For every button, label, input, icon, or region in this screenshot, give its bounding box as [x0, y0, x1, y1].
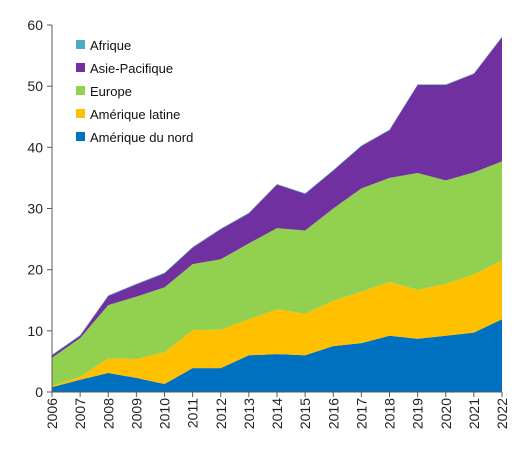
x-tick-label: 2006 — [44, 398, 60, 429]
legend-swatch-afrique — [76, 40, 85, 49]
legend-swatch-asie-pacifique — [76, 63, 85, 72]
x-tick-label: 2016 — [325, 398, 341, 429]
x-tick-label: 2021 — [466, 398, 482, 429]
x-tick-label: 2017 — [353, 398, 369, 429]
legend-label-asie-pacifique: Asie-Pacifique — [90, 61, 173, 76]
x-tick-label: 2013 — [241, 398, 257, 429]
x-tick-label: 2009 — [128, 398, 144, 429]
area-europe — [52, 161, 502, 386]
area-am-rique-du-nord — [52, 319, 502, 392]
y-tick-label: 50 — [27, 78, 43, 94]
area-series-group — [52, 36, 502, 392]
legend: Afrique Asie-Pacifique Europe Amérique lati… — [76, 38, 193, 145]
area-am-rique-latine — [52, 260, 502, 388]
y-axis-ticks: 0 10 20 30 40 50 60 — [27, 17, 52, 400]
y-tick-label: 30 — [27, 201, 43, 217]
x-tick-label: 2019 — [410, 398, 426, 429]
legend-label-am-rique-du-nord: Amérique du nord — [90, 130, 193, 145]
x-tick-label: 2015 — [297, 398, 313, 429]
legend-swatch-am-rique-latine — [76, 109, 85, 118]
y-tick-label: 10 — [27, 323, 43, 339]
y-tick-label: 0 — [35, 384, 43, 400]
x-tick-label: 2008 — [100, 398, 116, 429]
legend-label-afrique: Afrique — [90, 38, 131, 53]
x-tick-label: 2020 — [438, 398, 454, 429]
x-tick-label: 2022 — [494, 398, 510, 429]
y-tick-label: 20 — [27, 262, 43, 278]
area-asie-pacifique — [52, 37, 502, 358]
x-tick-label: 2014 — [269, 398, 285, 429]
x-tick-label: 2011 — [185, 398, 201, 428]
y-tick-label: 60 — [27, 17, 43, 33]
y-tick-label: 40 — [27, 139, 43, 155]
x-tick-label: 2012 — [213, 398, 229, 429]
legend-swatch-europe — [76, 86, 85, 95]
legend-label-europe: Europe — [90, 84, 132, 99]
legend-swatch-am-rique-du-nord — [76, 132, 85, 141]
x-tick-label: 2007 — [72, 398, 88, 429]
x-tick-label: 2010 — [157, 398, 173, 429]
legend-label-am-rique-latine: Amérique latine — [90, 107, 180, 122]
x-axis-ticks: 2006 2007 2008 2009 2010 2011 2012 2013 2014 2015… — [44, 392, 510, 429]
x-tick-label: 2018 — [382, 398, 398, 429]
